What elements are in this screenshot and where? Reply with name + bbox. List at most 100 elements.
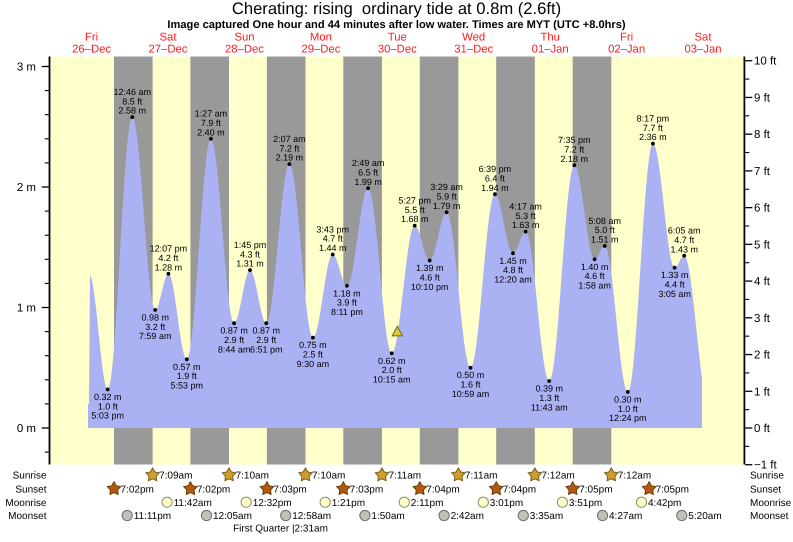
- svg-text:7:09am: 7:09am: [159, 471, 192, 482]
- svg-text:0 m: 0 m: [17, 423, 36, 435]
- svg-text:7:10am: 7:10am: [312, 471, 345, 482]
- svg-text:10:10 pm: 10:10 pm: [411, 282, 449, 292]
- svg-text:0 ft: 0 ft: [754, 423, 771, 435]
- svg-text:4.8 ft: 4.8 ft: [503, 265, 524, 275]
- svg-text:1.45 m: 1.45 m: [499, 256, 527, 266]
- svg-text:7:05pm: 7:05pm: [579, 484, 612, 495]
- svg-text:10 ft: 10 ft: [754, 56, 777, 68]
- svg-text:4:42pm: 4:42pm: [648, 498, 681, 509]
- svg-text:02–Jan: 02–Jan: [608, 44, 645, 56]
- svg-text:12:32pm: 12:32pm: [253, 498, 292, 509]
- svg-text:2.18 m: 2.18 m: [561, 154, 589, 164]
- svg-text:8:11 pm: 8:11 pm: [331, 307, 363, 317]
- svg-text:12:58am: 12:58am: [292, 511, 331, 522]
- svg-text:1:58 am: 1:58 am: [578, 281, 611, 291]
- svg-text:5.5 ft: 5.5 ft: [405, 205, 426, 215]
- svg-text:0.62 m: 0.62 m: [378, 356, 406, 366]
- svg-text:01–Jan: 01–Jan: [532, 44, 569, 56]
- svg-text:Sat: Sat: [160, 32, 178, 44]
- svg-text:7:35 pm: 7:35 pm: [558, 135, 591, 145]
- svg-text:Wed: Wed: [462, 32, 485, 44]
- svg-text:3:05 am: 3:05 am: [658, 289, 691, 299]
- svg-text:5:27 pm: 5:27 pm: [398, 195, 431, 205]
- svg-text:1:27 am: 1:27 am: [195, 109, 228, 119]
- svg-text:3:01pm: 3:01pm: [490, 498, 523, 509]
- svg-text:2:42am: 2:42am: [451, 511, 484, 522]
- svg-text:2:49 am: 2:49 am: [352, 158, 385, 168]
- svg-text:10:59 am: 10:59 am: [452, 389, 490, 399]
- svg-text:Moonset: Moonset: [750, 511, 789, 522]
- svg-text:2.9 ft: 2.9 ft: [224, 335, 245, 345]
- svg-text:30–Dec: 30–Dec: [378, 44, 417, 56]
- svg-text:4.7 ft: 4.7 ft: [674, 235, 695, 245]
- svg-text:7:12am: 7:12am: [618, 471, 651, 482]
- svg-text:5.9 ft: 5.9 ft: [437, 192, 458, 202]
- svg-text:26–Dec: 26–Dec: [72, 44, 111, 56]
- svg-text:1.39 m: 1.39 m: [416, 263, 444, 273]
- svg-text:1.18 m: 1.18 m: [333, 288, 361, 298]
- svg-text:1.94 m: 1.94 m: [481, 183, 509, 193]
- svg-text:6.4 ft: 6.4 ft: [485, 173, 506, 183]
- svg-text:Sunrise: Sunrise: [13, 471, 47, 482]
- svg-text:5.3 ft: 5.3 ft: [516, 211, 537, 221]
- svg-text:31–Dec: 31–Dec: [454, 44, 493, 56]
- svg-text:0.39 m: 0.39 m: [535, 384, 563, 394]
- svg-text:Moonrise: Moonrise: [5, 498, 47, 509]
- svg-text:1.3 ft: 1.3 ft: [539, 393, 560, 403]
- svg-text:7:11am: 7:11am: [465, 471, 498, 482]
- svg-text:2:11pm: 2:11pm: [411, 498, 444, 509]
- svg-text:5:20am: 5:20am: [688, 511, 721, 522]
- svg-text:1.43 m: 1.43 m: [670, 244, 698, 254]
- svg-text:1 m: 1 m: [17, 303, 36, 315]
- svg-text:11:42am: 11:42am: [174, 498, 212, 509]
- svg-text:7:02pm: 7:02pm: [197, 484, 230, 495]
- svg-text:8.5 ft: 8.5 ft: [122, 96, 143, 106]
- svg-text:1.33 m: 1.33 m: [661, 270, 689, 280]
- svg-text:1.99 m: 1.99 m: [354, 177, 382, 187]
- svg-text:3:29 am: 3:29 am: [430, 182, 463, 192]
- svg-text:0.87 m: 0.87 m: [253, 326, 281, 336]
- svg-text:7.2 ft: 7.2 ft: [564, 145, 585, 155]
- svg-text:28–Dec: 28–Dec: [225, 44, 264, 56]
- svg-text:8:17 pm: 8:17 pm: [637, 113, 670, 123]
- svg-text:3:51pm: 3:51pm: [569, 498, 602, 509]
- svg-text:1:21pm: 1:21pm: [332, 498, 365, 509]
- svg-text:7.2 ft: 7.2 ft: [279, 143, 300, 153]
- svg-text:Sun: Sun: [234, 32, 254, 44]
- svg-text:0.32 m: 0.32 m: [94, 392, 122, 402]
- svg-text:7:04pm: 7:04pm: [503, 484, 536, 495]
- svg-text:9:30 am: 9:30 am: [297, 359, 330, 369]
- svg-text:5.0 ft: 5.0 ft: [595, 225, 616, 235]
- svg-text:3.9 ft: 3.9 ft: [337, 298, 358, 308]
- svg-text:27–Dec: 27–Dec: [149, 44, 188, 56]
- svg-text:7:05pm: 7:05pm: [656, 484, 689, 495]
- svg-text:6:05 am: 6:05 am: [668, 226, 701, 236]
- svg-text:4.3 ft: 4.3 ft: [240, 249, 261, 259]
- svg-text:Fri: Fri: [620, 32, 633, 44]
- svg-text:Moonrise: Moonrise: [750, 498, 792, 509]
- svg-text:12:05am: 12:05am: [213, 511, 252, 522]
- svg-text:4.2 ft: 4.2 ft: [158, 253, 179, 263]
- svg-text:29–Dec: 29–Dec: [301, 44, 340, 56]
- svg-text:7:12am: 7:12am: [541, 471, 574, 482]
- svg-text:5:08 am: 5:08 am: [588, 216, 621, 226]
- svg-text:2.5 ft: 2.5 ft: [303, 350, 324, 360]
- svg-text:5 ft: 5 ft: [754, 239, 771, 251]
- svg-text:2 m: 2 m: [17, 182, 36, 194]
- svg-text:6.5 ft: 6.5 ft: [358, 167, 379, 177]
- svg-text:2.19 m: 2.19 m: [276, 153, 304, 163]
- svg-text:1 ft: 1 ft: [754, 386, 771, 398]
- svg-text:8:44 am: 8:44 am: [218, 345, 251, 355]
- svg-text:10:15 am: 10:15 am: [373, 375, 411, 385]
- svg-text:03–Jan: 03–Jan: [684, 44, 721, 56]
- svg-text:1.0 ft: 1.0 ft: [98, 401, 119, 411]
- svg-text:6 ft: 6 ft: [754, 203, 771, 215]
- svg-text:7:03pm: 7:03pm: [273, 484, 306, 495]
- svg-text:Sat: Sat: [695, 32, 713, 44]
- svg-text:0.87 m: 0.87 m: [220, 326, 248, 336]
- svg-text:3 ft: 3 ft: [754, 313, 771, 325]
- svg-text:8 ft: 8 ft: [754, 129, 771, 141]
- svg-text:Tue: Tue: [388, 32, 407, 44]
- svg-text:1.68 m: 1.68 m: [401, 214, 429, 224]
- svg-text:4.4 ft: 4.4 ft: [665, 280, 686, 290]
